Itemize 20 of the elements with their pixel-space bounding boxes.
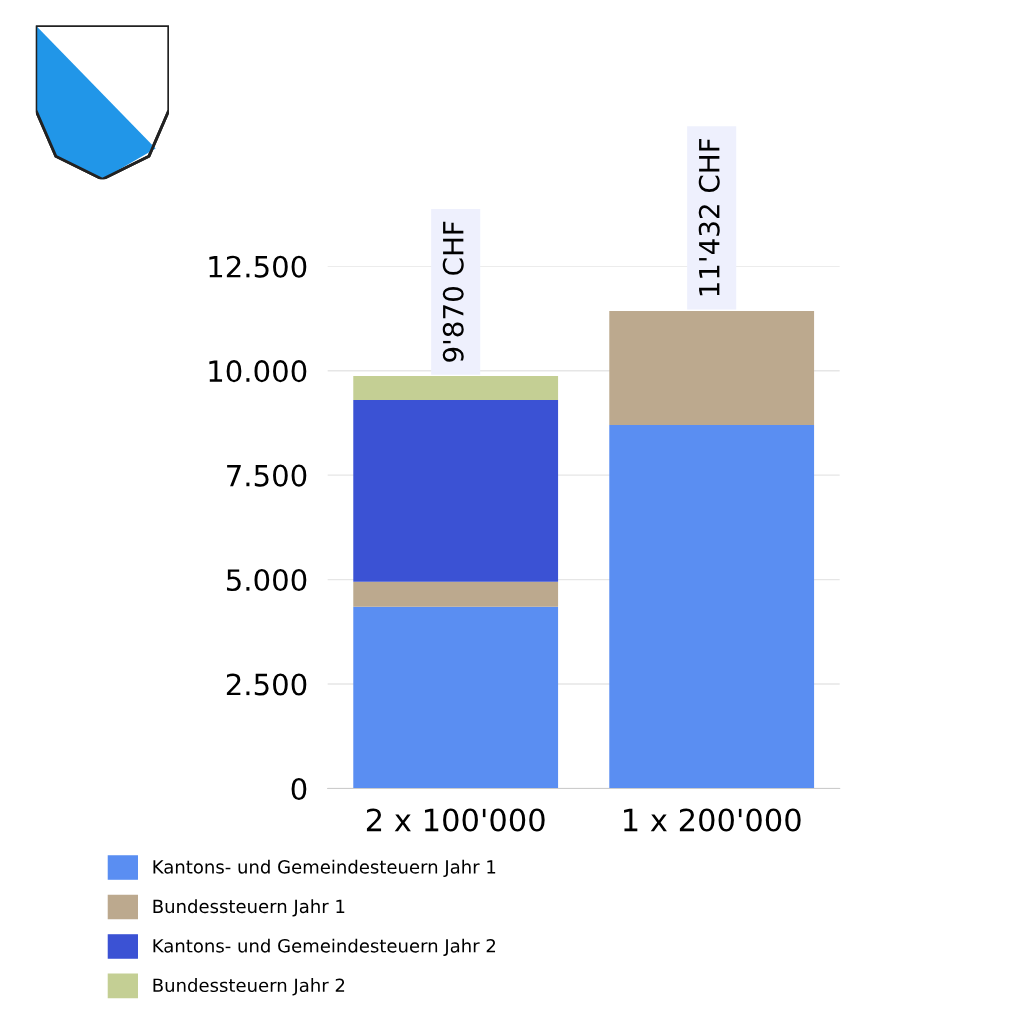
x-tick-label: 2 x 100'000 <box>366 808 545 832</box>
legend-label: Bundessteuern Jahr 1 <box>153 899 345 917</box>
bar <box>353 399 559 582</box>
x-tick-label: 1 x 200'000 <box>624 808 801 832</box>
y-tick-label: 7.500 <box>227 464 307 487</box>
bar <box>609 310 815 425</box>
total-label: 9'870 CHF <box>442 221 464 362</box>
y-tick-label: 5.000 <box>226 569 307 592</box>
legend-label: Bundessteuern Jahr 2 <box>153 978 345 996</box>
legend-label: Kantons- und Gemeindesteuern Jahr 1 <box>153 859 496 878</box>
bar <box>353 376 559 400</box>
legend-label: Kantons- und Gemeindesteuern Jahr 2 <box>153 938 496 956</box>
y-tick-label: 12.500 <box>209 255 307 278</box>
bar <box>609 425 815 789</box>
y-tick-label: 0 <box>291 777 307 800</box>
y-tick-label: 2.500 <box>226 673 307 696</box>
total-label: 11'432 CHF <box>698 138 720 296</box>
bar <box>353 581 559 607</box>
bar <box>353 606 559 789</box>
y-tick-label: 10.000 <box>209 360 307 383</box>
